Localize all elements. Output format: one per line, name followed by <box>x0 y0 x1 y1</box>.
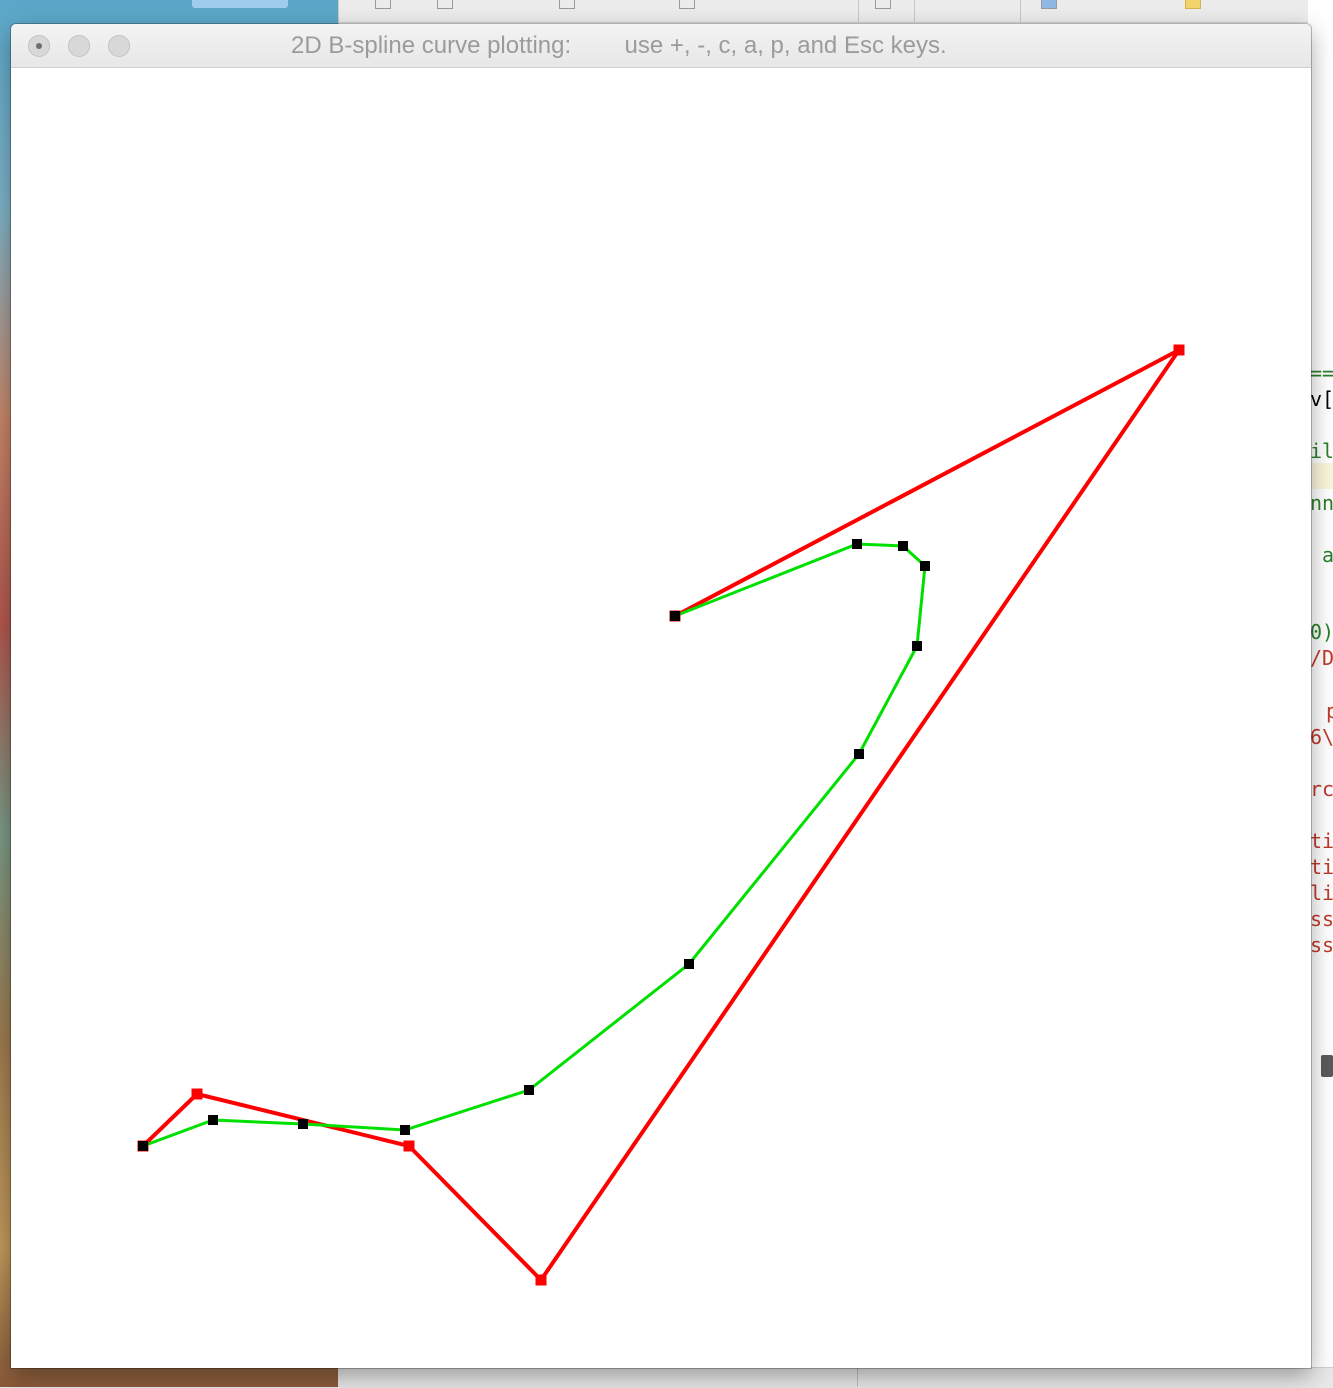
close-button[interactable] <box>28 35 50 57</box>
code-fragment: ti <box>1310 829 1333 853</box>
background-toolbar <box>339 0 1333 23</box>
toolbar-divider <box>1020 0 1021 22</box>
curve-point <box>898 541 908 551</box>
control-point[interactable] <box>1173 344 1185 356</box>
code-fragment: il <box>1310 439 1333 463</box>
code-fragment: ss <box>1310 907 1333 931</box>
toolbar-icon[interactable] <box>679 0 695 9</box>
curve-point <box>208 1115 218 1125</box>
curve-point <box>684 959 694 969</box>
code-fragment: 0) <box>1310 620 1333 644</box>
curve-point <box>524 1085 534 1095</box>
plot-canvas[interactable] <box>11 68 1311 1368</box>
highlighted-line <box>1308 463 1333 489</box>
minimize-button[interactable] <box>68 35 90 57</box>
code-fragment: ss <box>1310 933 1333 957</box>
window-title: 2D B-spline curve plotting: use +, -, c,… <box>291 32 947 59</box>
code-fragment: ti <box>1310 855 1333 879</box>
toolbar-divider <box>914 0 915 22</box>
code-fragment: p <box>1326 699 1333 723</box>
code-fragment: /D <box>1310 646 1333 670</box>
curve-point <box>400 1125 410 1135</box>
code-fragment: rc <box>1310 777 1333 801</box>
toolbar-icon[interactable] <box>437 0 453 9</box>
control-polygon-line <box>141 348 1181 1284</box>
window-titlebar[interactable]: 2D B-spline curve plotting: use +, -, c,… <box>11 24 1311 68</box>
close-dot-icon <box>36 43 42 49</box>
bspline-plot[interactable] <box>11 68 1311 1368</box>
background-bottom-bar <box>338 1367 1333 1388</box>
curve-point <box>852 539 862 549</box>
background-toolbar-button[interactable] <box>192 0 288 8</box>
curve-point <box>912 641 922 651</box>
code-fragment: li <box>1310 881 1333 905</box>
curve-point <box>854 749 864 759</box>
toolbar-icon[interactable] <box>375 0 391 9</box>
control-point[interactable] <box>403 1140 415 1152</box>
bspline-window[interactable]: 2D B-spline curve plotting: use +, -, c,… <box>11 24 1311 1368</box>
code-fragment: == <box>1310 361 1333 385</box>
code-fragment: nn <box>1310 491 1333 515</box>
toolbar-icon[interactable] <box>875 0 891 9</box>
background-divider <box>857 1367 858 1387</box>
file-icon[interactable] <box>1041 0 1057 9</box>
control-point[interactable] <box>535 1274 547 1286</box>
curve-point <box>920 561 930 571</box>
curve-point <box>670 611 680 621</box>
toolbar-icon[interactable] <box>559 0 575 9</box>
curve-point <box>298 1119 308 1129</box>
zoom-button[interactable] <box>108 35 130 57</box>
folder-icon[interactable] <box>1185 0 1201 9</box>
curve-point <box>138 1141 148 1151</box>
control-point[interactable] <box>191 1088 203 1100</box>
code-fragment: v[ <box>1310 387 1333 411</box>
code-fragment: 6\ <box>1310 725 1333 749</box>
background-code-editor: == v[ il nn a 0) /D p 6\ rc ti ti li ss … <box>1308 0 1333 1387</box>
code-fragment: a <box>1322 543 1333 567</box>
bspline-curve-line <box>142 542 927 1148</box>
background-panel-button[interactable] <box>1321 1055 1333 1077</box>
toolbar-divider <box>858 0 859 22</box>
